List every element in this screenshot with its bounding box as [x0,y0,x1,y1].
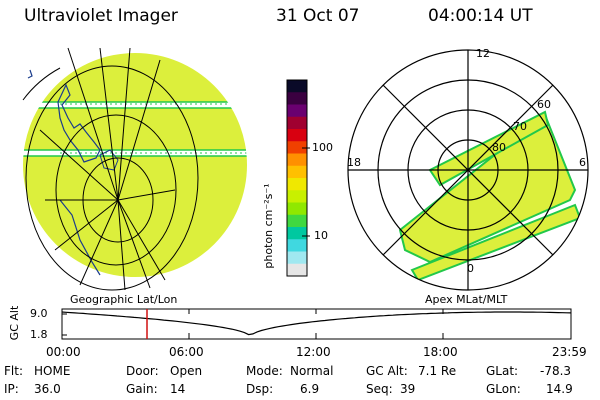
y-tick-1-8: 1.8 [30,328,48,341]
geographic-image [22,47,247,291]
colorbar-segment [287,129,307,142]
gcalt-value: 7.1 Re [418,364,457,378]
colorbar-segment [287,190,307,203]
apex-polar-plot [347,49,589,291]
gcalt-label: GC Alt: [366,364,408,378]
mode-label: Mode: [246,364,283,378]
colorbar-segment [287,214,307,228]
x-tick-2359: 23:59 [552,345,587,359]
timeline-axis-label: GC Alt [8,305,21,341]
ip-value: 36.0 [34,382,61,396]
mlt-label-6: 6 [579,156,586,169]
x-tick-1800: 18:00 [423,345,458,359]
door-label: Door: [126,364,159,378]
flt-value: HOME [34,364,71,378]
color-bar [286,79,308,277]
colorbar-segment [287,251,307,265]
colorbar-frame [286,79,308,277]
date-label: 31 Oct 07 [276,6,360,26]
colorbar-segment [287,92,307,105]
x-tick-0600: 06:00 [169,345,204,359]
colorbar-segment [287,80,307,93]
dsp-label: Dsp: [246,382,274,396]
colorbar-segment [287,202,307,216]
mlt-label-0: 0 [467,262,474,275]
colorbar-segment [287,178,307,191]
colorbar-tick-10: 10 [314,229,328,242]
time-label: 04:00:14 UT [428,6,533,26]
door-value: Open [170,364,203,378]
gain-value: 14 [170,382,186,396]
glat-label: GLat: [486,364,519,378]
timeline-plot [61,308,572,340]
colorbar-segment [287,165,307,179]
colorbar-segment [287,263,307,277]
glon-label: GLon: [486,382,521,396]
left-panel-caption: Geographic Lat/Lon [70,293,178,306]
mlat-label-70: 70 [513,120,527,133]
glat-value: -78.3 [540,364,572,378]
seq-value: 39 [400,382,416,396]
gc-alt-curve [61,311,572,336]
colorbar-segment [287,227,307,240]
x-tick-0000: 00:00 [46,345,81,359]
colorbar-unit-label: photon cm⁻²s⁻¹ [262,183,275,269]
image-band-bottom [23,155,247,277]
mode-value: Normal [290,364,334,378]
colorbar-segment [287,141,307,154]
colorbar-segment [287,153,307,167]
gain-label: Gain: [126,382,158,396]
y-tick-9: 9.0 [30,307,48,320]
colorbar-segment [287,116,307,130]
colorbar-tick-100: 100 [312,141,333,154]
mlat-label-60: 60 [537,98,551,111]
x-tick-1200: 12:00 [296,345,331,359]
coastline [57,83,101,163]
ip-label: IP: [4,382,19,396]
latlon-grid [25,47,199,291]
flt-label: Flt: [4,364,23,378]
mlt-label-12: 12 [476,47,490,60]
glon-value: 14.9 [546,382,573,396]
mlat-label-80: 80 [492,141,506,154]
colorbar-segment [287,239,307,252]
right-panel-caption: Apex MLat/MLT [425,293,508,306]
colorbar-segment [287,104,307,118]
dsp-value: 6.9 [300,382,320,396]
seq-label: Seq: [366,382,393,396]
app-title: Ultraviolet Imager [24,6,178,26]
mlt-label-18: 18 [347,156,361,169]
